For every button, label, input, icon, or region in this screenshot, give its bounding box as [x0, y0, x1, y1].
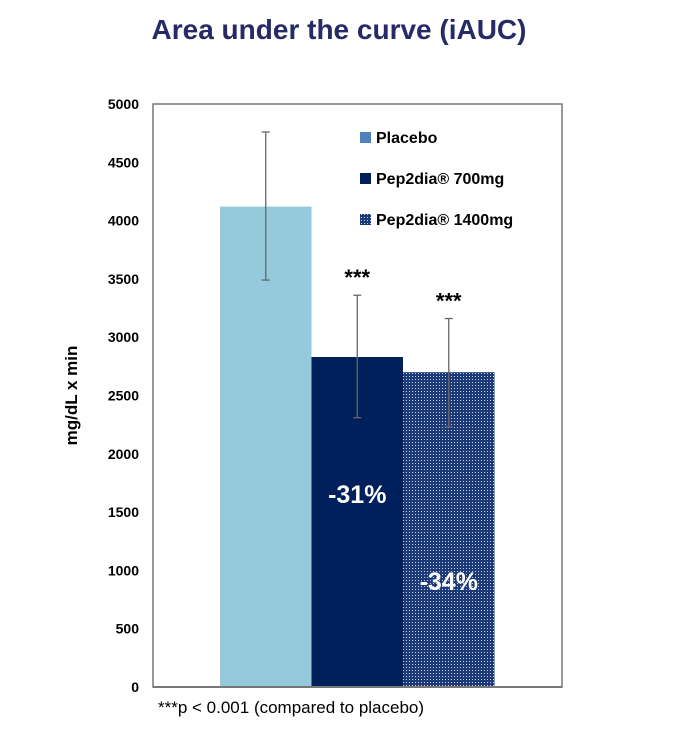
y-tick-label: 5000 [108, 96, 139, 112]
y-tick-label: 1000 [108, 562, 139, 578]
y-tick-label: 1500 [108, 504, 139, 520]
y-axis-label: mg/dL x min [62, 346, 81, 446]
y-tick-label: 500 [116, 621, 140, 637]
significance-marker: *** [436, 289, 462, 314]
footnote: ***p < 0.001 (compared to placebo) [158, 698, 425, 717]
bar-0 [220, 206, 312, 687]
y-tick-label: 0 [131, 679, 139, 695]
y-tick-label: 3000 [108, 329, 139, 345]
y-tick-label: 4000 [108, 213, 139, 229]
legend-swatch [360, 214, 371, 225]
y-tick-label: 4500 [108, 154, 139, 170]
y-tick-label: 2000 [108, 446, 139, 462]
legend-label: Pep2dia® 1400mg [376, 212, 513, 229]
legend-label: Pep2dia® 700mg [376, 171, 504, 188]
legend-label: Placebo [376, 130, 438, 147]
bar-label: -34% [420, 568, 478, 596]
bar-label: -31% [328, 481, 386, 509]
y-tick-label: 2500 [108, 388, 139, 404]
legend-swatch [360, 132, 371, 143]
y-tick-label: 3500 [108, 271, 139, 287]
legend-swatch [360, 173, 371, 184]
chart-title: Area under the curve (iAUC) [151, 14, 527, 45]
significance-marker: *** [344, 265, 370, 290]
